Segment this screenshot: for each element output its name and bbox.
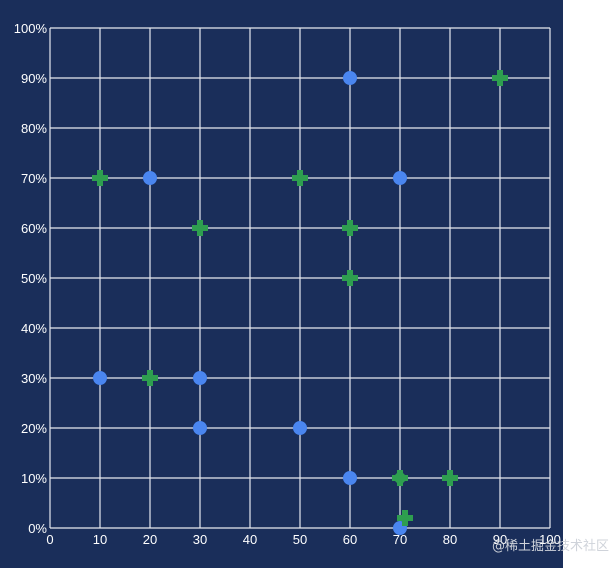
- data-point-circle: [293, 421, 307, 435]
- x-tick-label: 30: [193, 532, 207, 547]
- data-point-circle: [393, 171, 407, 185]
- data-point-cross: [397, 510, 413, 526]
- data-point-cross: [492, 70, 508, 86]
- x-tick-label: 80: [443, 532, 457, 547]
- x-tick-label: 50: [293, 532, 307, 547]
- data-point-cross: [342, 270, 358, 286]
- watermark: @稀土掘金技术社区: [491, 539, 609, 554]
- y-tick-label: 0%: [28, 521, 47, 536]
- y-tick-label: 100%: [14, 21, 48, 36]
- x-tick-label: 60: [343, 532, 357, 547]
- scatter-plot: 0 10 20 30 40 50 60 70 80 90 100 0% 10% 20% 30% 40% 50%…: [14, 21, 561, 547]
- x-tick-label: 20: [143, 532, 157, 547]
- y-tick-label: 30%: [21, 371, 47, 386]
- y-tick-label: 90%: [21, 71, 47, 86]
- y-tick-label: 40%: [21, 321, 47, 336]
- data-point-circle: [193, 371, 207, 385]
- grid: [49, 27, 551, 529]
- x-tick-label: 100: [539, 532, 561, 547]
- data-point-circle: [193, 421, 207, 435]
- y-axis-ticks: 0% 10% 20% 30% 40% 50% 60% 70% 80% 90% 100%: [14, 21, 48, 536]
- data-point-circle: [143, 171, 157, 185]
- data-point-cross: [192, 220, 208, 236]
- data-point-cross: [342, 220, 358, 236]
- y-tick-label: 60%: [21, 221, 47, 236]
- x-tick-label: 90: [493, 532, 507, 547]
- data-points: [92, 70, 508, 535]
- data-point-cross: [442, 470, 458, 486]
- data-point-circle: [343, 71, 357, 85]
- data-point-cross: [92, 170, 108, 186]
- x-tick-label: 40: [243, 532, 257, 547]
- y-tick-label: 50%: [21, 271, 47, 286]
- data-point-cross: [142, 370, 158, 386]
- y-tick-label: 80%: [21, 121, 47, 136]
- data-point-circle: [343, 471, 357, 485]
- x-tick-label: 10: [93, 532, 107, 547]
- y-tick-label: 70%: [21, 171, 47, 186]
- x-tick-label: 0: [46, 532, 53, 547]
- y-tick-label: 20%: [21, 421, 47, 436]
- chart-panel: 0 10 20 30 40 50 60 70 80 90 100 0% 10% 20% 30% 40% 50%…: [0, 0, 563, 568]
- data-point-cross: [292, 170, 308, 186]
- x-tick-label: 70: [393, 532, 407, 547]
- y-tick-label: 10%: [21, 471, 47, 486]
- x-axis-ticks: 0 10 20 30 40 50 60 70 80 90 100: [46, 532, 560, 547]
- data-point-circle: [93, 371, 107, 385]
- data-point-diamond: [392, 470, 408, 486]
